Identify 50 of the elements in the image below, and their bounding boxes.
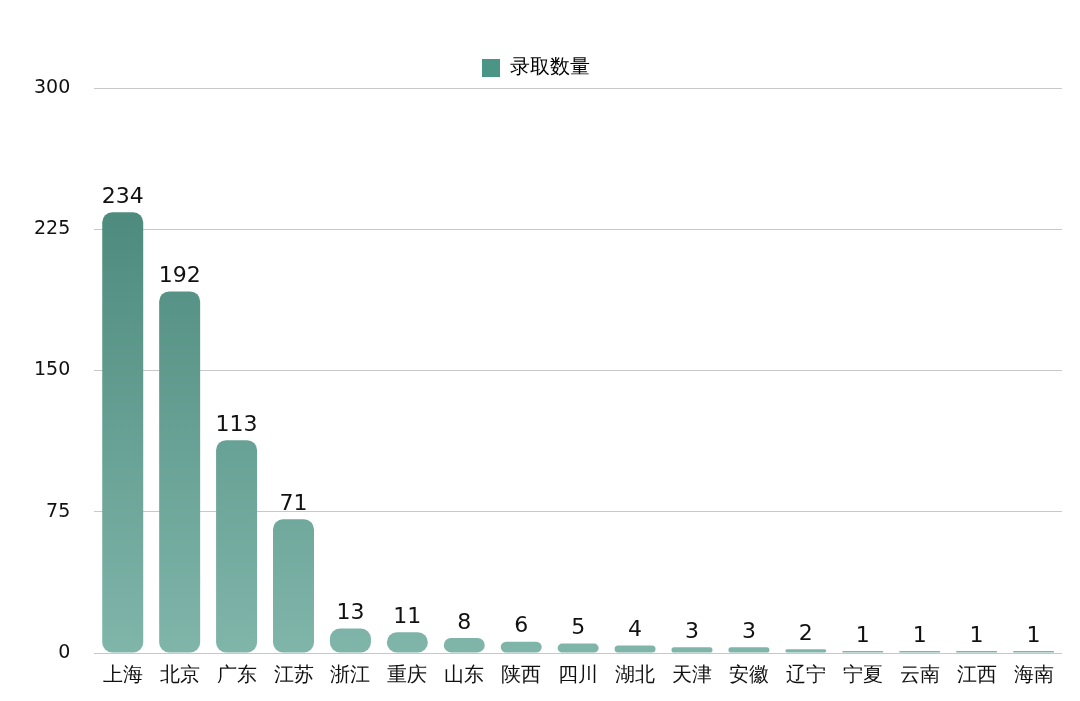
x-tick-label: 安徽 (728, 662, 769, 687)
data-label: 1 (969, 621, 984, 647)
data-label: 71 (279, 490, 308, 515)
data-label: 1 (1026, 621, 1041, 647)
data-label: 113 (215, 410, 258, 436)
x-tick-label: 重庆 (387, 662, 428, 687)
legend-label: 录取数量 (510, 54, 590, 79)
bar (216, 440, 258, 653)
data-label: 1 (855, 621, 870, 647)
x-tick-label: 辽宁 (785, 662, 826, 687)
x-tick-label: 江苏 (273, 662, 314, 687)
x-tick-label: 宁夏 (842, 662, 883, 687)
y-tick-label: 225 (34, 216, 71, 239)
data-label: 8 (457, 608, 472, 634)
bar (671, 647, 713, 653)
bar (273, 519, 314, 653)
data-label: 2 (798, 619, 813, 645)
x-tick-label: 海南 (1013, 662, 1054, 687)
data-label: 3 (741, 618, 756, 644)
bar (728, 647, 770, 653)
x-tick-label: 湖北 (615, 662, 656, 687)
bar (102, 212, 144, 653)
data-label: 3 (684, 618, 699, 644)
data-label: 192 (158, 262, 201, 288)
data-label: 1 (912, 621, 927, 647)
y-tick-label: 300 (34, 74, 71, 97)
y-tick-label: 0 (58, 639, 71, 662)
bar (785, 649, 827, 653)
data-label: 4 (628, 616, 643, 642)
y-tick-label: 75 (46, 498, 71, 521)
x-tick-label: 陕西 (501, 662, 542, 687)
x-tick-label: 云南 (899, 662, 940, 687)
x-tick-label: 天津 (671, 662, 712, 687)
x-tick-label: 浙江 (330, 662, 371, 687)
x-tick-label: 上海 (102, 662, 143, 687)
x-tick-label: 江西 (956, 662, 997, 687)
x-tick-label: 广东 (216, 662, 257, 687)
x-tick-label: 北京 (159, 662, 200, 687)
data-label: 13 (336, 599, 365, 625)
y-tick-label: 150 (34, 357, 71, 380)
data-label: 11 (393, 603, 422, 628)
bar (614, 645, 656, 653)
bar (159, 291, 201, 653)
bar (500, 641, 542, 653)
data-label: 5 (571, 614, 586, 640)
x-tick-label: 山东 (444, 662, 485, 687)
x-tick-label: 四川 (558, 662, 599, 687)
data-label: 6 (514, 612, 529, 638)
bar (557, 643, 599, 653)
data-label: 234 (101, 183, 144, 209)
